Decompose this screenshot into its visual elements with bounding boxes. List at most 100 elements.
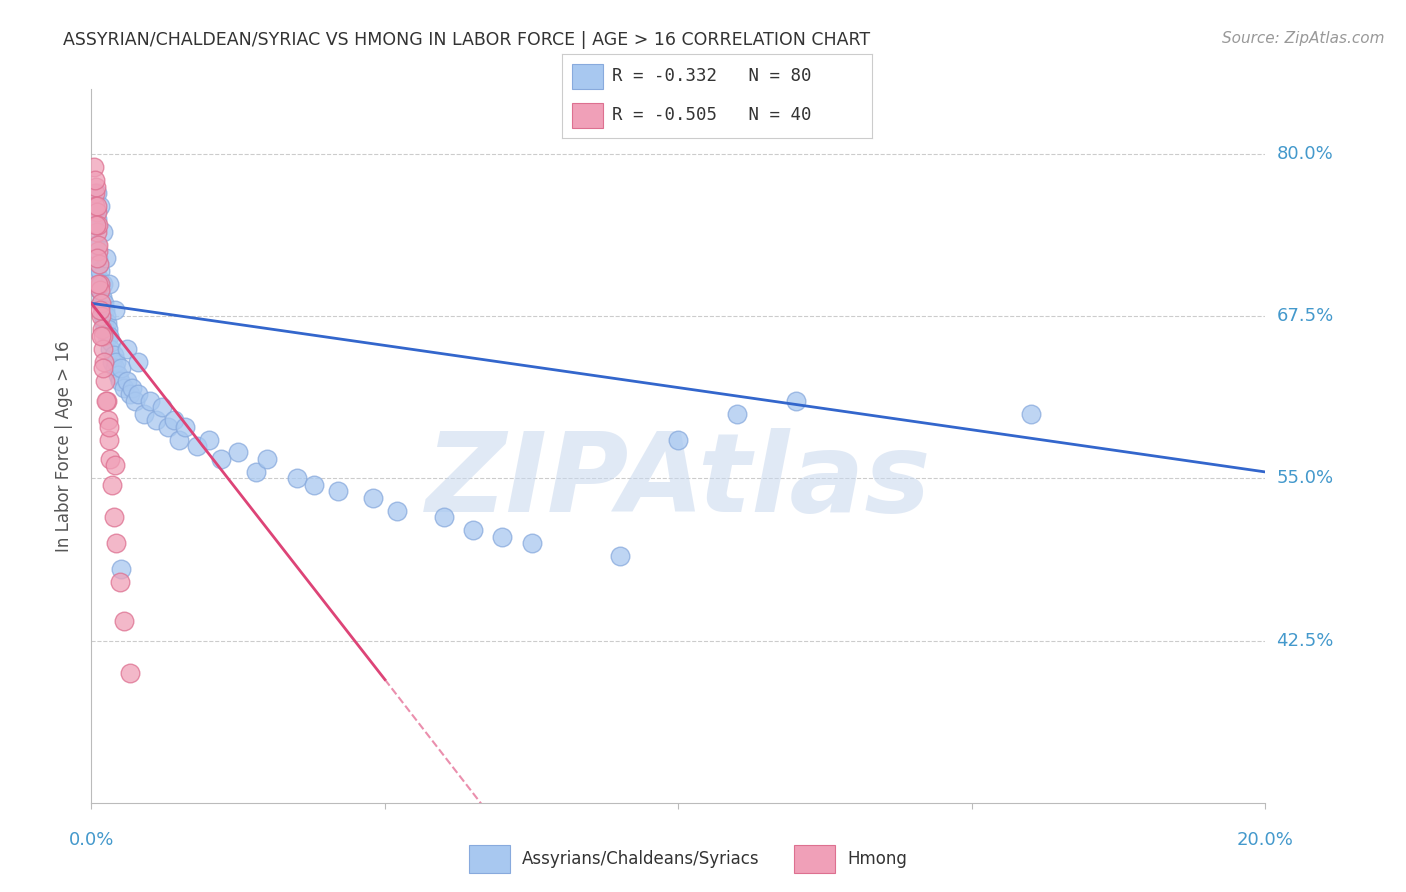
Point (84, 238, 107, 252)
Point (84, 199, 107, 213)
Point (97, 413, 120, 427)
Bar (572, 63, 603, 89)
Point (86, 186, 108, 200)
Point (90, 296, 112, 310)
Point (94, 322, 117, 336)
Point (98, 433, 121, 447)
Point (86, 251, 108, 265)
Point (94, 251, 117, 265)
Point (87, 238, 110, 252)
Point (256, 452, 278, 467)
Point (91, 361, 114, 376)
Point (91, 310, 114, 324)
Point (86, 257, 108, 271)
Point (666, 433, 689, 447)
Point (90, 328, 112, 343)
Text: Assyrians/Chaldeans/Syriacs: Assyrians/Chaldeans/Syriacs (522, 849, 759, 868)
Point (93, 354, 115, 368)
Point (104, 302, 127, 317)
Point (87, 270, 110, 285)
Point (98, 328, 121, 343)
Point (86, 211, 108, 226)
Point (86, 199, 108, 213)
Point (118, 387, 141, 401)
Point (91, 290, 114, 304)
Point (103, 510, 125, 524)
Point (285, 471, 308, 485)
Point (385, 504, 408, 518)
Point (103, 348, 125, 362)
Text: 42.5%: 42.5% (1277, 632, 1334, 649)
Point (84, 186, 107, 200)
Text: 20.0%: 20.0% (1237, 830, 1294, 848)
Bar (794, 845, 835, 872)
Point (89, 277, 111, 291)
Point (127, 354, 149, 368)
Point (100, 335, 122, 350)
Y-axis label: In Labor Force | Age > 16: In Labor Force | Age > 16 (55, 340, 73, 552)
Text: ZIPAtlas: ZIPAtlas (426, 428, 931, 535)
Point (94, 393, 117, 408)
Point (169, 433, 191, 447)
Point (83, 251, 105, 265)
Point (91, 322, 114, 336)
Point (520, 536, 543, 550)
Point (326, 484, 349, 499)
Point (98, 419, 121, 434)
Point (127, 387, 149, 401)
Point (97, 322, 120, 336)
Point (108, 575, 131, 590)
Point (89, 302, 111, 317)
Text: 67.5%: 67.5% (1277, 307, 1334, 326)
Point (162, 413, 184, 427)
Point (90, 310, 112, 324)
Text: R = -0.505   N = 40: R = -0.505 N = 40 (612, 106, 811, 124)
Point (105, 536, 128, 550)
Point (98, 342, 121, 356)
Point (145, 413, 167, 427)
Point (89, 283, 111, 297)
Bar (470, 845, 510, 872)
Text: Hmong: Hmong (846, 849, 907, 868)
Point (245, 465, 267, 479)
Point (101, 354, 124, 368)
Point (94, 374, 117, 388)
Point (139, 393, 162, 408)
Point (115, 342, 138, 356)
Point (1019, 407, 1042, 421)
Point (304, 478, 326, 492)
Text: 0.0%: 0.0% (69, 830, 114, 848)
Text: R = -0.332   N = 80: R = -0.332 N = 80 (612, 68, 811, 86)
Point (83, 219, 105, 233)
Point (91, 342, 114, 356)
Point (87, 244, 110, 259)
Point (104, 458, 127, 473)
Point (461, 524, 484, 538)
Point (98, 452, 121, 467)
Bar (572, 103, 603, 128)
Point (93, 316, 115, 330)
Point (226, 445, 249, 459)
Point (105, 354, 128, 368)
Point (87, 219, 110, 233)
Point (96, 316, 118, 330)
Point (197, 433, 219, 447)
Point (209, 452, 232, 467)
Point (785, 393, 807, 408)
Point (491, 530, 513, 544)
Point (609, 549, 631, 564)
Point (83, 160, 105, 174)
Point (90, 277, 112, 291)
Point (112, 381, 135, 395)
Text: 80.0%: 80.0% (1277, 145, 1333, 163)
Point (118, 666, 141, 681)
Point (110, 562, 132, 576)
Point (87, 257, 110, 271)
Point (86, 225, 108, 239)
Point (91, 328, 114, 343)
Text: 55.0%: 55.0% (1277, 469, 1334, 487)
Point (186, 439, 208, 453)
Point (432, 510, 454, 524)
Point (94, 302, 117, 317)
Point (96, 393, 118, 408)
